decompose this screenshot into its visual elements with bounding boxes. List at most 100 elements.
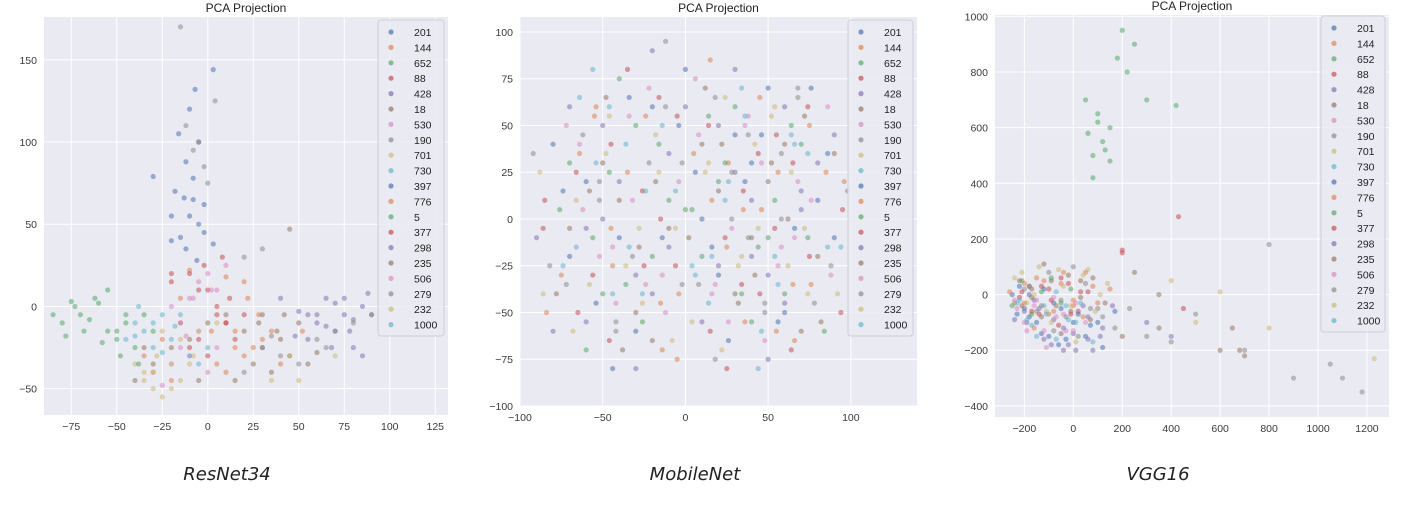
legend-marker <box>1331 179 1337 185</box>
legend-marker <box>1331 210 1337 216</box>
data-point <box>1090 339 1096 345</box>
data-point <box>825 244 831 250</box>
data-point <box>659 272 665 278</box>
data-point <box>742 178 748 185</box>
data-point <box>725 337 732 344</box>
data-point <box>666 225 672 231</box>
data-point <box>649 253 655 259</box>
x-tick-label: 600 <box>1211 423 1229 435</box>
data-point <box>214 312 220 318</box>
data-point <box>596 178 602 185</box>
data-point <box>186 344 193 351</box>
data-point <box>1041 261 1047 267</box>
data-point <box>132 344 138 351</box>
data-point <box>150 320 156 326</box>
y-tick-label: 200 <box>970 234 988 246</box>
y-tick-label: 150 <box>19 55 37 67</box>
legend-label: 144 <box>414 42 432 54</box>
data-point <box>576 141 583 147</box>
legend-marker <box>1331 56 1337 62</box>
data-point <box>1063 314 1069 320</box>
data-point <box>835 291 841 297</box>
legend-label: 377 <box>884 227 902 239</box>
data-point <box>1041 336 1047 342</box>
data-point <box>150 173 156 180</box>
data-point <box>132 320 138 326</box>
data-point <box>81 328 87 334</box>
y-tick-label: 100 <box>19 137 37 149</box>
data-point <box>748 235 755 241</box>
data-point <box>296 308 302 314</box>
legend-label: 201 <box>414 27 432 39</box>
data-point <box>590 66 596 72</box>
data-point <box>719 141 725 147</box>
data-point <box>296 377 302 384</box>
data-point <box>1078 294 1084 300</box>
data-point <box>772 225 778 231</box>
data-point <box>530 150 536 157</box>
mobilenet-panel: PCA Projection −100 −50 0 50 100 −100 −75 −50 −25… <box>470 0 930 440</box>
data-point <box>705 300 712 306</box>
data-point <box>186 353 193 359</box>
legend-marker <box>858 75 864 81</box>
data-point <box>1085 289 1091 295</box>
data-point <box>626 244 632 250</box>
data-point <box>1078 278 1084 284</box>
x-tick-label: 1000 <box>1306 423 1330 435</box>
data-point <box>709 253 715 259</box>
data-point <box>183 333 189 339</box>
legend-marker <box>858 275 864 281</box>
data-point <box>805 235 811 241</box>
data-point <box>1046 333 1052 339</box>
data-point <box>1119 27 1125 33</box>
data-point <box>732 291 738 297</box>
data-point <box>1070 264 1076 270</box>
data-point <box>583 319 589 325</box>
legend-label: 397 <box>884 181 902 193</box>
data-point <box>624 169 631 175</box>
data-point <box>1217 289 1223 295</box>
x-tick-label: −200 <box>1013 423 1037 435</box>
data-point <box>219 254 225 260</box>
data-point <box>682 104 689 110</box>
legend-marker <box>388 152 394 158</box>
data-point <box>341 312 347 318</box>
data-point <box>1175 214 1182 220</box>
data-point <box>177 336 184 342</box>
data-point <box>748 253 755 259</box>
legend-label: 5 <box>884 212 890 224</box>
data-point <box>775 281 781 288</box>
data-point <box>1102 300 1108 306</box>
data-point <box>1080 272 1086 278</box>
x-tick-label: 75 <box>338 421 350 433</box>
x-tick-label: 800 <box>1260 423 1278 435</box>
x-tick-label: 125 <box>426 421 444 433</box>
data-point <box>1063 303 1069 309</box>
data-point <box>176 131 182 137</box>
data-point <box>168 361 174 367</box>
data-point <box>811 300 818 306</box>
data-point <box>715 188 722 194</box>
data-point <box>839 207 846 213</box>
legend-label: 730 <box>414 166 432 178</box>
data-point <box>818 319 824 325</box>
data-point <box>314 336 320 342</box>
data-point <box>740 188 746 194</box>
data-point <box>610 244 616 250</box>
data-point <box>558 272 564 278</box>
legend-marker <box>858 121 864 127</box>
data-point <box>662 104 669 110</box>
data-point <box>1092 308 1098 314</box>
legend-label: 730 <box>884 166 902 178</box>
data-point <box>1131 269 1138 275</box>
legend-label: 652 <box>414 58 432 70</box>
data-point <box>190 295 196 301</box>
data-point <box>141 353 147 359</box>
data-point <box>596 253 602 259</box>
legend-marker <box>858 91 864 97</box>
legend-marker <box>388 75 394 81</box>
data-point <box>775 319 781 325</box>
legend-marker <box>858 229 864 235</box>
data-point <box>1090 283 1096 289</box>
data-point <box>150 361 156 367</box>
